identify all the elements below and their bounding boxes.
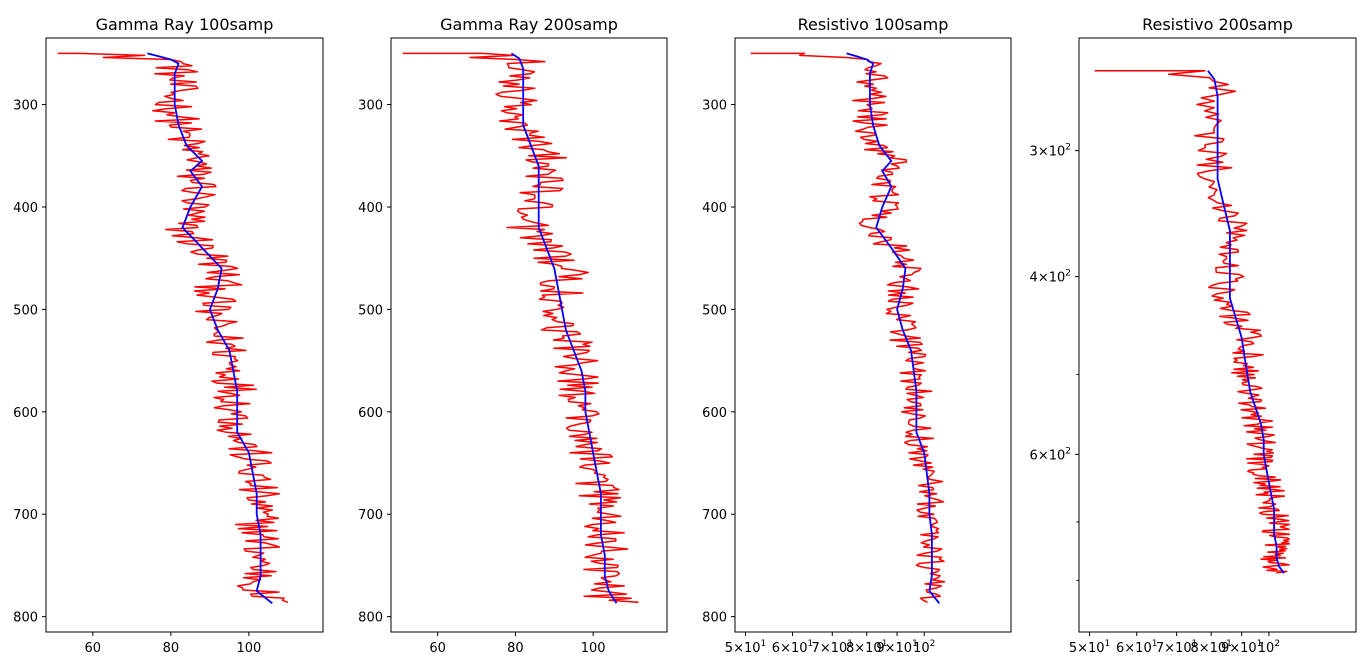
- x-tick-label: 60: [85, 641, 102, 656]
- x-tick-base: 5×10: [1069, 641, 1105, 656]
- y-tick-label: 400: [358, 201, 383, 216]
- raw-log-line: [750, 52, 946, 603]
- y-tick-label: 300: [13, 99, 38, 114]
- x-tick-label: 9×101: [876, 639, 917, 656]
- y-tick-label: 700: [13, 508, 38, 523]
- y-tick-label: 700: [358, 508, 383, 523]
- y-tick-label: 500: [358, 303, 383, 318]
- x-tick-label: 102: [1258, 639, 1280, 656]
- panel-title: Gamma Ray 200samp: [440, 15, 618, 34]
- smoothed-log-line: [147, 52, 273, 605]
- y-tick-label: 4×102: [1030, 269, 1071, 286]
- panel-gamma-ray-200samp: Gamma Ray 200samp 60 80 100 300 400 500 600 700…: [358, 15, 668, 656]
- x-tick-label: 7×101: [812, 639, 853, 656]
- raw-log-line: [402, 52, 639, 604]
- y-tick-label: 800: [702, 611, 727, 626]
- x-tick-label: 6×101: [1116, 639, 1157, 656]
- x-tick-label: 8×101: [1190, 639, 1231, 656]
- y-tick-label: 800: [358, 611, 383, 626]
- smoothed-log-line: [511, 52, 618, 604]
- x-tick-exp: 1: [808, 639, 814, 649]
- x-tick-exp: 1: [761, 639, 767, 649]
- y-tick-base: 3×10: [1030, 145, 1066, 160]
- axes-frame: [45, 37, 324, 633]
- x-tick-base: 7×10: [812, 641, 848, 656]
- x-tick-base: 6×10: [1116, 641, 1152, 656]
- x-tick-label: 80: [163, 641, 180, 656]
- raw-log-line: [1094, 69, 1291, 574]
- y-tick-label: 500: [702, 303, 727, 318]
- x-tick-label: 6×101: [772, 639, 813, 656]
- x-tick-label: 5×101: [1069, 639, 1110, 656]
- x-tick-base: 9×10: [876, 641, 912, 656]
- raw-log-line: [57, 52, 289, 604]
- x-tick-exp: 1: [1257, 639, 1263, 649]
- plot-area: [57, 52, 289, 605]
- x-tick-base: 7×10: [1156, 641, 1192, 656]
- panel-title: Resistivo 100samp: [798, 15, 949, 34]
- panel-resistivo-200samp: Resistivo 200samp 5×101 6×1017×1018×1019×…: [1030, 15, 1357, 656]
- axes-frame: [390, 37, 668, 633]
- y-tick-exp: 2: [1065, 269, 1071, 279]
- y-tick-label: 800: [13, 611, 38, 626]
- x-tick-label: 100: [581, 641, 606, 656]
- y-tick-label: 600: [13, 406, 38, 421]
- y-tick-label: 500: [13, 303, 38, 318]
- y-tick-label: 300: [702, 99, 727, 114]
- x-tick-label: 102: [913, 639, 935, 656]
- x-tick-base: 9×10: [1221, 641, 1257, 656]
- axes-frame: [734, 37, 1012, 633]
- smoothed-log-line: [1207, 70, 1285, 574]
- x-tick-exp: 1: [912, 639, 918, 649]
- x-tick-exp: 1: [1192, 639, 1198, 649]
- y-tick-label: 3×102: [1030, 143, 1071, 160]
- x-tick-base: 5×10: [725, 641, 761, 656]
- x-tick-exp: 1: [847, 639, 853, 649]
- x-tick-exp: 1: [1226, 639, 1232, 649]
- panel-title: Gamma Ray 100samp: [96, 15, 274, 34]
- x-tick-exp: 2: [930, 639, 936, 649]
- panel-title: Resistivo 200samp: [1142, 15, 1293, 34]
- y-tick-base: 4×10: [1030, 271, 1066, 286]
- x-tick-label: 8×101: [846, 639, 887, 656]
- y-tick-exp: 2: [1065, 446, 1071, 456]
- x-tick-exp: 1: [1105, 639, 1111, 649]
- x-tick-base: 8×10: [846, 641, 882, 656]
- y-tick-exp: 2: [1065, 143, 1071, 153]
- x-tick-label: 7×101: [1156, 639, 1197, 656]
- y-tick-base: 6×10: [1030, 448, 1066, 463]
- x-tick-base: 6×10: [772, 641, 808, 656]
- y-tick-label: 6×102: [1030, 446, 1071, 463]
- x-tick-label: 9×101: [1221, 639, 1262, 656]
- y-tick-label: 400: [13, 201, 38, 216]
- x-tick-label: 80: [507, 641, 524, 656]
- x-tick-label: 5×101: [725, 639, 766, 656]
- y-tick-label: 600: [702, 406, 727, 421]
- x-tick-base: 8×10: [1190, 641, 1226, 656]
- plot-area: [402, 52, 639, 604]
- x-tick-exp: 1: [882, 639, 888, 649]
- panel-gamma-ray-100samp: Gamma Ray 100samp 60 80 100 300 400 500 600 700…: [13, 15, 324, 656]
- smoothed-log-line: [846, 52, 941, 604]
- x-tick-label: 100: [236, 641, 261, 656]
- y-tick-label: 300: [358, 99, 383, 114]
- axes-frame: [1078, 37, 1357, 633]
- y-tick-label: 700: [702, 508, 727, 523]
- y-tick-label: 600: [358, 406, 383, 421]
- plot-area: [1094, 69, 1291, 574]
- panel-resistivo-100samp: Resistivo 100samp 5×101 6×1017×1018×1019×…: [702, 15, 1012, 656]
- x-tick-base: 10: [913, 641, 930, 656]
- x-tick-exp: 2: [1274, 639, 1280, 649]
- y-tick-label: 400: [702, 201, 727, 216]
- plot-area: [750, 52, 946, 604]
- x-tick-exp: 1: [1152, 639, 1158, 649]
- x-tick-base: 10: [1258, 641, 1275, 656]
- x-tick-label: 60: [429, 641, 446, 656]
